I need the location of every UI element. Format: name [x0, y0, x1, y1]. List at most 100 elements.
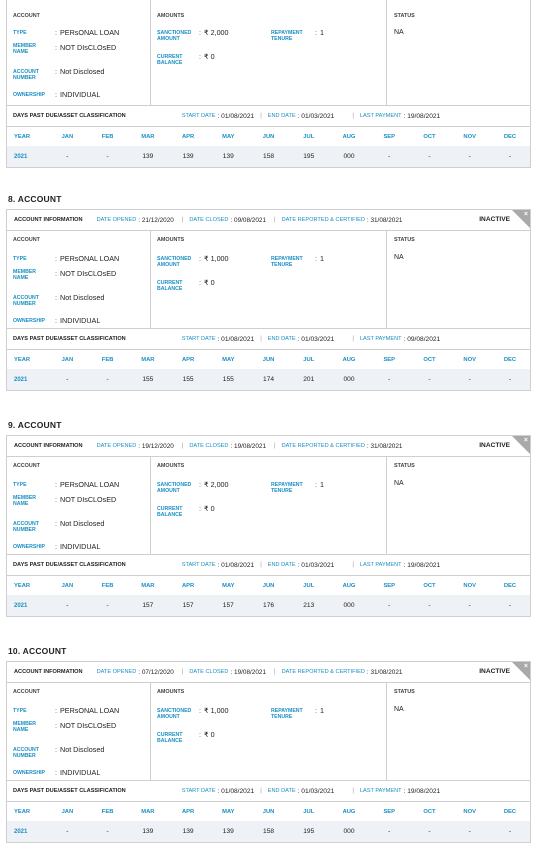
start-date-value: : 01/08/2021 — [217, 787, 255, 795]
member-name-label: MEMBER NAME — [13, 269, 37, 282]
repayment-tenure-label: REPAYMENT TENURE — [271, 482, 303, 495]
status-value: NA — [394, 254, 404, 261]
last-payment-label: LAST PAYMENT — [359, 113, 402, 119]
close-icon[interactable]: × — [523, 437, 528, 444]
amounts-section-label: AMOUNTS — [157, 463, 185, 469]
member-name-label: MEMBER NAME — [13, 721, 37, 734]
end-date-value: : 01/03/2021 — [297, 787, 335, 795]
dpd-cell: 201 — [303, 376, 315, 383]
dpd-cell: - — [66, 602, 69, 609]
month-header: JUL — [303, 582, 315, 589]
date-opened-label: DATE OPENED — [96, 443, 137, 449]
repayment-tenure-value: :1 — [315, 28, 324, 37]
dpd-cell: 2021 — [14, 828, 28, 835]
member-name-value: : NOT DIsCLOsED — [55, 269, 117, 278]
month-header: OCT — [423, 808, 436, 815]
start-date-label: START DATE — [181, 113, 216, 119]
dpd-cell: 2021 — [14, 602, 28, 609]
month-header: JUL — [303, 808, 315, 815]
status-value: NA — [394, 29, 404, 36]
dpd-cell: 000 — [343, 602, 355, 609]
dpd-value-row: 2021 - - 157 157 157 176 213 000 - - - - — [7, 595, 530, 616]
dpd-cell: - — [106, 828, 109, 835]
month-header: AUG — [342, 356, 356, 363]
divider: | — [352, 336, 354, 342]
account-card-10: ACCOUNT INFORMATION DATE OPENED: 07/12/2… — [6, 661, 531, 843]
account-details-grid: ACCOUNT TYPE : PERsONAL LOAN MEMBER NAME :… — [7, 457, 530, 555]
month-header: MAR — [141, 582, 155, 589]
amounts-section-label: AMOUNTS — [157, 237, 185, 243]
status-column: STATUS NA — [387, 231, 530, 328]
dpd-cell: - — [428, 153, 431, 160]
type-label: TYPE — [13, 482, 27, 488]
account-information-row: ACCOUNT INFORMATION DATE OPENED: 21/12/2… — [7, 210, 530, 231]
dpd-cell: - — [388, 376, 391, 383]
dpd-cell: - — [508, 828, 512, 835]
month-header: DEC — [503, 133, 517, 140]
repayment-tenure-label: REPAYMENT TENURE — [271, 30, 303, 43]
dpd-cell: - — [468, 828, 471, 835]
status-value: NA — [394, 480, 404, 487]
current-balance-label: CURRENT BALANCE — [157, 54, 183, 67]
dpd-cell: - — [508, 602, 512, 609]
date-closed-label: DATE CLOSED — [189, 443, 229, 449]
sanctioned-value: : ₹ 2,000 — [199, 28, 229, 37]
dpd-title: DAYS PAST DUE/ASSET CLASSIFICATION — [13, 113, 126, 119]
dpd-cell: - — [428, 376, 431, 383]
last-payment-label: LAST PAYMENT — [359, 788, 402, 794]
corner-flag — [512, 662, 530, 680]
account-information-label: ACCOUNT INFORMATION — [14, 443, 83, 449]
account-number-value: : Not Disclosed — [55, 519, 105, 528]
dpd-title: DAYS PAST DUE/ASSET CLASSIFICATION — [13, 562, 126, 568]
dpd-cell: 155 — [142, 376, 154, 383]
account-title: 8. ACCOUNT — [8, 194, 62, 204]
dpd-cell: - — [428, 828, 431, 835]
ownership-label: OWNERSHIP — [13, 770, 45, 776]
dpd-cell: 139 — [182, 153, 194, 160]
dpd-cell: 139 — [142, 828, 154, 835]
ownership-label: OWNERSHIP — [13, 318, 45, 324]
date-reported-label: DATE REPORTED & CERTIFIED — [281, 669, 365, 675]
month-header: NOV — [463, 133, 476, 140]
dpd-cell: - — [468, 602, 471, 609]
month-header: APR — [181, 133, 195, 140]
month-header: YEAR — [14, 356, 31, 363]
dpd-title: DAYS PAST DUE/ASSET CLASSIFICATION — [13, 788, 126, 794]
dpd-cell: - — [388, 828, 391, 835]
dpd-cell: 2021 — [14, 153, 28, 160]
account-section-label: ACCOUNT — [13, 237, 40, 243]
month-header: YEAR — [14, 808, 31, 815]
month-header: FEB — [101, 582, 114, 589]
start-date-label: START DATE — [181, 788, 216, 794]
date-closed-value: : 19/08/2021 — [230, 442, 267, 450]
close-icon[interactable]: × — [523, 663, 528, 670]
month-header: MAY — [222, 133, 235, 140]
repayment-tenure-value: :1 — [315, 480, 324, 489]
month-header: APR — [181, 356, 195, 363]
dpd-header: DAYS PAST DUE/ASSET CLASSIFICATION START… — [7, 329, 530, 350]
date-closed-label: DATE CLOSED — [189, 669, 229, 675]
dpd-cell: - — [388, 602, 391, 609]
type-label: TYPE — [13, 256, 27, 262]
corner-flag — [512, 210, 530, 228]
account-number-label: ACCOUNT NUMBER — [13, 295, 39, 308]
repayment-tenure-label: REPAYMENT TENURE — [271, 708, 303, 721]
end-date-value: : 01/03/2021 — [297, 561, 335, 569]
divider: | — [352, 788, 354, 794]
date-opened-label: DATE OPENED — [96, 217, 137, 223]
dpd-header: DAYS PAST DUE/ASSET CLASSIFICATION START… — [7, 781, 530, 802]
account-number-value: : Not Disclosed — [55, 293, 105, 302]
month-header: JUN — [262, 133, 275, 140]
sanctioned-label: SANCTIONED AMOUNT — [157, 256, 192, 269]
month-header: DEC — [503, 356, 517, 363]
account-information-label: ACCOUNT INFORMATION — [14, 669, 83, 675]
start-date-label: START DATE — [181, 562, 216, 568]
month-header: JUN — [262, 808, 275, 815]
sanctioned-label: SANCTIONED AMOUNT — [157, 708, 192, 721]
account-section-label: ACCOUNT — [13, 13, 40, 19]
close-icon[interactable]: × — [523, 211, 528, 218]
account-title: 10. ACCOUNT — [8, 646, 67, 656]
date-reported-value: : 31/08/2021 — [366, 216, 403, 224]
dpd-cell: 195 — [303, 153, 315, 160]
current-balance-value: : ₹ 0 — [199, 278, 215, 287]
